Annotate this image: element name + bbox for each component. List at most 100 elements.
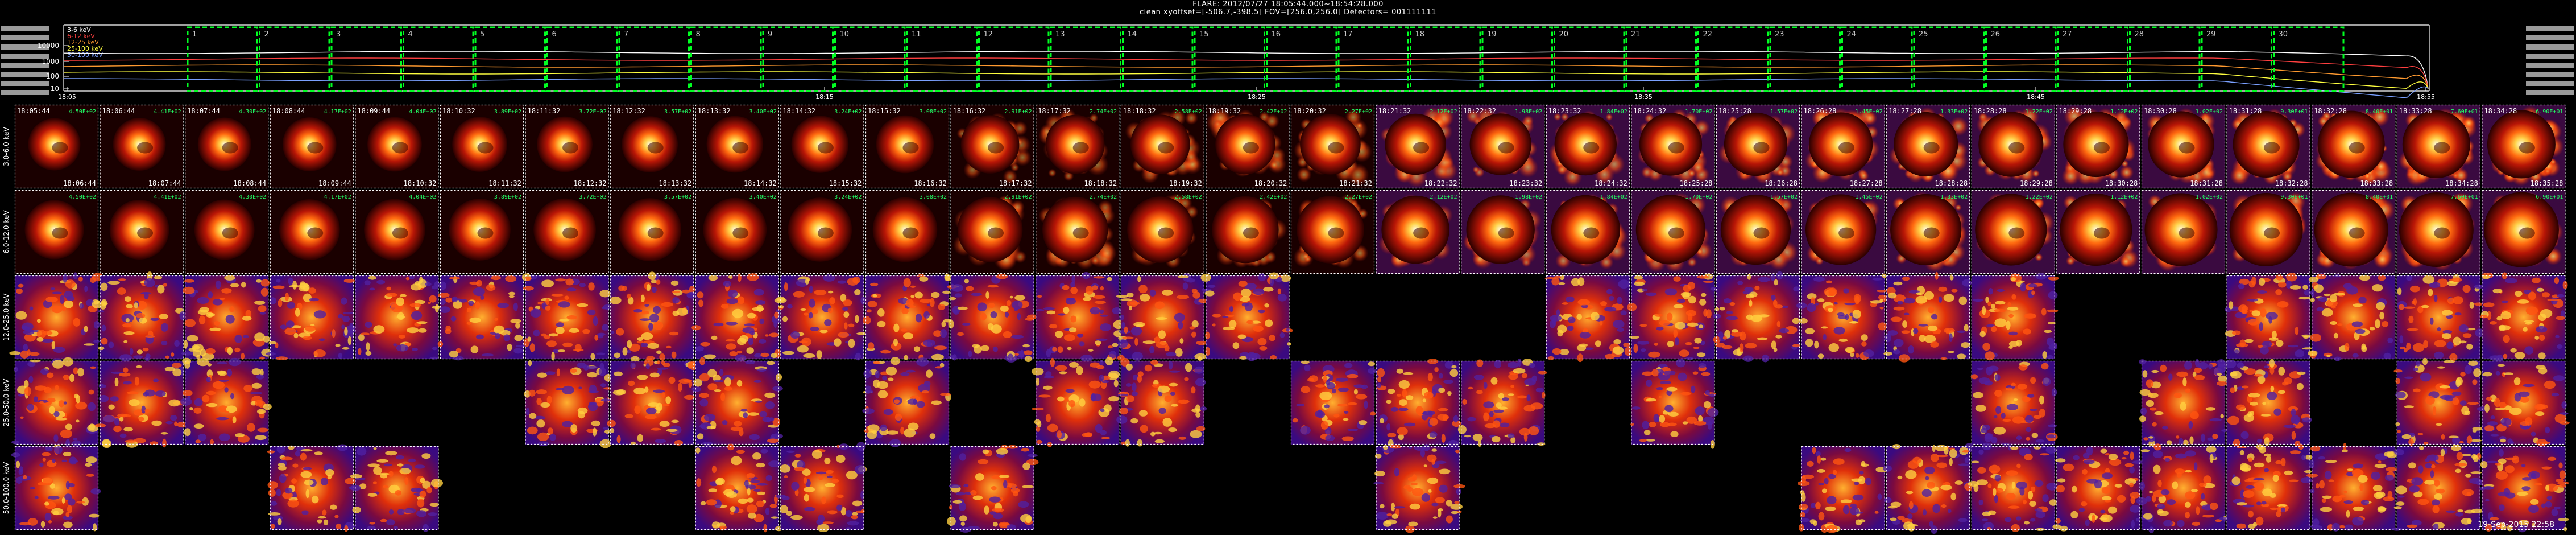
noise-blob [305,325,316,332]
noise-blob [1649,422,1656,427]
noise-blob [1938,286,1948,292]
noise-blob [205,348,216,355]
noise-blob [311,495,319,504]
noise-blob [55,385,59,390]
noise-blob [1897,301,1903,305]
noise-blob [1694,338,1702,344]
interval-number: 10 [840,30,850,39]
noise-blob [341,324,345,330]
noise-blob [2188,421,2193,429]
image-tile [11,445,101,532]
image-tile: 3.57E+02 [610,190,694,274]
noise-blob [183,340,188,349]
noise-blob [880,424,887,431]
noise-blob [2514,352,2525,359]
noise-blob [318,338,325,341]
noise-blob [875,370,880,379]
noise-blob [301,510,309,515]
noise-blob [819,330,828,334]
noise-blob [862,408,875,414]
noise-blob [962,323,971,326]
noise-blob [2023,328,2031,335]
noise-blob [2535,411,2545,417]
source-core-shadow [1923,142,1940,154]
noise-blob [1547,356,1555,360]
noise-blob [1126,395,1134,402]
noise-blob [904,355,909,360]
noise-blob [1805,339,1813,347]
halo-blob [1553,113,1562,121]
noise-blob [1200,273,1211,282]
noise-blob [2194,367,2202,373]
noise-blob [2409,285,2420,293]
end-time-label: 18:06:44 [63,179,96,187]
noise-blob [1386,423,1390,431]
noise-blob [934,345,947,351]
noise-blob [445,297,452,303]
noise-blob [1988,288,1993,295]
noise-blob [2382,321,2389,327]
noise-blob [1670,431,1679,437]
noise-blob [2012,416,2025,424]
noise-blob [867,301,877,308]
noise-blob [2024,313,2037,319]
noise-blob [1164,395,1172,402]
noise-blob [593,316,598,326]
noise-blob [2051,388,2057,397]
noise-blob [2494,398,2501,408]
noise-blob [251,368,261,375]
noise-blob [1258,309,1265,314]
noise-blob [1299,426,1311,435]
noise-blob [2462,333,2472,338]
noise-blob [846,527,851,531]
noise-blob [1739,343,1744,352]
noise-blob [2537,287,2544,292]
source-core-shadow [392,227,408,239]
noise-blob [778,305,784,308]
noise-blob [1191,289,1198,293]
noise-blob [809,285,813,293]
interval-number: 1 [192,30,197,39]
noise-blob [920,299,932,303]
noise-blob [1066,298,1075,301]
noise-blob [40,368,49,375]
noise-blob [513,302,518,311]
halo-blob [1297,167,1312,182]
x-tick-label: 18:25 [1248,93,1266,101]
noise-blob [602,324,609,331]
noise-blob [1493,409,1504,413]
noise-blob [1913,328,1919,334]
noise-blob [2296,371,2306,375]
noise-blob [1177,295,1190,299]
noise-blob [1070,282,1075,287]
noise-blob [1577,353,1583,363]
noise-blob [44,512,52,521]
noise-blob [2423,340,2428,348]
noise-blob [666,345,672,348]
noise-blob [2539,335,2545,341]
max-value-label: 1.12E+02 [2110,194,2138,200]
noise-blob [599,290,611,298]
noise-blob [774,311,779,319]
noise-blob [2446,341,2454,349]
noise-blob [671,351,677,359]
noise-blob [181,351,193,356]
noise-blob [1490,377,1498,385]
noise-blob [242,316,252,321]
noise-blob [428,301,432,304]
noise-blob [2277,390,2286,394]
tile-frame [865,190,950,274]
noise-blob [855,352,861,361]
noise-blob [445,328,452,334]
noise-blob [227,368,233,377]
noise-blob [1973,392,1983,398]
noise-blob [258,305,267,312]
noise-blob [1908,345,1914,354]
noise-blob [480,295,484,300]
noise-blob [466,322,471,325]
noise-blob [1631,406,1641,410]
noise-blob [23,329,35,335]
halo-blob [2119,165,2134,180]
